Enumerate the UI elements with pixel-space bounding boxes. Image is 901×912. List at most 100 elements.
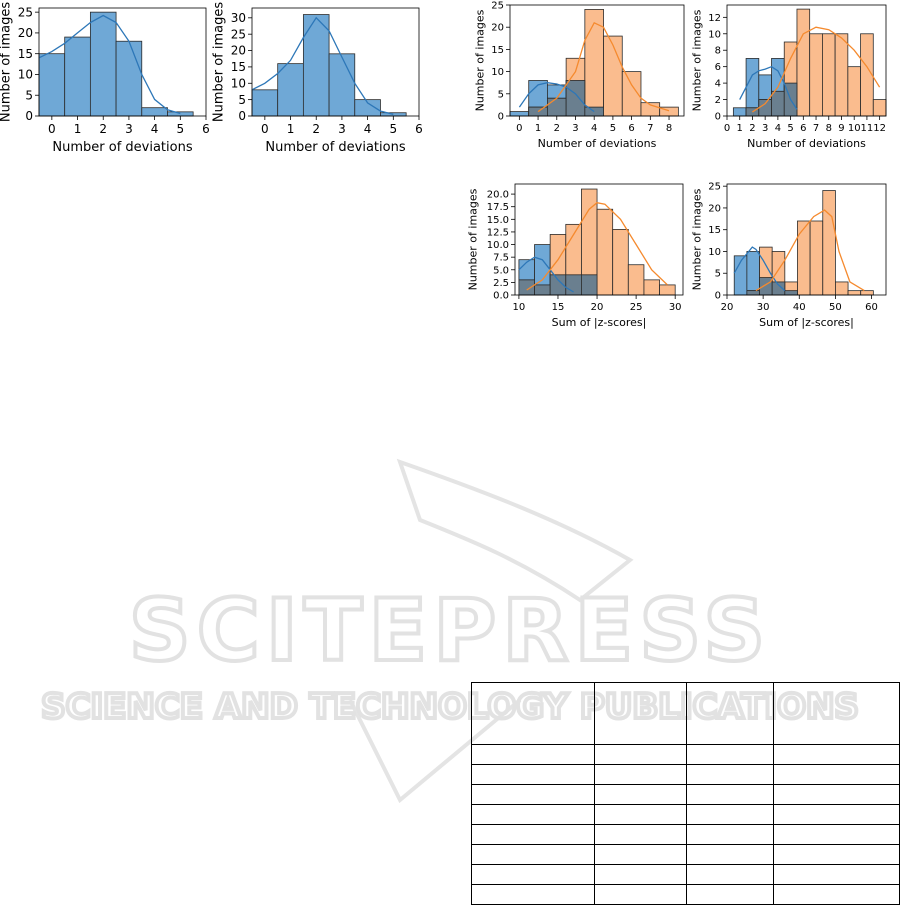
x-tick-label: 20 xyxy=(591,302,604,313)
table-cell xyxy=(773,764,900,785)
y-tick-label: 10 xyxy=(231,76,246,90)
table-row xyxy=(471,844,900,865)
y-tick-label: 5.0 xyxy=(493,265,509,276)
y-tick-label: 25 xyxy=(708,182,721,193)
table-row xyxy=(471,884,900,905)
y-axis-label: Number of images xyxy=(474,9,487,111)
table-cell xyxy=(594,864,687,885)
y-tick-label: 25 xyxy=(491,1,504,12)
x-tick-label: 3 xyxy=(572,123,578,134)
x-tick-label: 2 xyxy=(312,122,320,136)
table-cell xyxy=(773,824,900,845)
y-tick-label: 12 xyxy=(708,13,721,24)
y-tick-label: 0 xyxy=(715,112,721,123)
y-axis-label: Number of images xyxy=(691,9,704,111)
bar xyxy=(809,220,824,296)
kde-line xyxy=(739,65,798,110)
y-tick-label: 25 xyxy=(18,5,33,19)
table-cell xyxy=(471,824,595,845)
x-tick-label: 3 xyxy=(125,122,133,136)
kde-line xyxy=(537,21,670,113)
y-tick-label: 5 xyxy=(498,89,504,100)
table-cell xyxy=(686,744,774,765)
x-tick-label: 5 xyxy=(787,123,793,134)
kde-line xyxy=(752,26,881,113)
bar xyxy=(797,220,811,296)
table-cell xyxy=(594,682,687,745)
table-row xyxy=(471,682,900,745)
bar xyxy=(835,281,849,296)
x-tick-label: 0 xyxy=(261,122,269,136)
y-axis-label: Number of images xyxy=(691,188,704,290)
y-tick-label: 10 xyxy=(708,247,721,258)
y-tick-label: 2.5 xyxy=(493,278,509,289)
table-cell xyxy=(686,884,774,905)
x-tick-label: 6 xyxy=(800,123,806,134)
y-tick-label: 4 xyxy=(715,79,721,90)
y-tick-label: 10 xyxy=(491,67,504,78)
y-tick-label: 6 xyxy=(715,62,721,73)
x-tick-label: 1 xyxy=(535,123,541,134)
y-tick-label: 10 xyxy=(708,29,721,40)
y-tick-label: 17.5 xyxy=(487,202,509,213)
x-tick-label: 0 xyxy=(724,123,730,134)
y-axis-label: Number of images xyxy=(211,2,226,123)
table-cell xyxy=(594,744,687,765)
kde-line xyxy=(38,14,181,115)
table-cell xyxy=(471,884,595,905)
x-tick-label: 7 xyxy=(813,123,819,134)
x-tick-label: 6 xyxy=(202,122,210,136)
y-tick-label: 0 xyxy=(25,109,33,123)
y-axis-label: Number of images xyxy=(467,188,480,290)
x-tick-label: 4 xyxy=(364,122,372,136)
empty-table xyxy=(471,682,900,905)
y-tick-label: 10.0 xyxy=(487,240,509,251)
y-tick-label: 8 xyxy=(715,46,721,57)
bar xyxy=(328,53,356,117)
y-axis-label: Number of images xyxy=(0,2,13,123)
x-axis-label: Number of deviations xyxy=(265,140,405,155)
table-cell xyxy=(686,682,774,745)
table-cell xyxy=(686,784,774,805)
x-tick-label: 5 xyxy=(610,123,616,134)
x-tick-label: 12 xyxy=(873,123,886,134)
y-tick-label: 5 xyxy=(715,269,721,280)
bar xyxy=(822,190,836,296)
x-tick-label: 1 xyxy=(737,123,743,134)
y-tick-label: 20 xyxy=(18,26,33,40)
kde-line xyxy=(518,82,595,113)
table-cell xyxy=(471,784,595,805)
x-axis-label: Number of deviations xyxy=(747,137,866,150)
table-cell xyxy=(471,864,595,885)
y-tick-label: 15.0 xyxy=(487,215,509,226)
table-cell xyxy=(686,824,774,845)
x-tick-label: 1 xyxy=(74,122,82,136)
y-tick-label: 15 xyxy=(708,225,721,236)
y-tick-label: 12.5 xyxy=(487,227,509,238)
bar xyxy=(847,290,862,296)
y-tick-label: 20 xyxy=(231,44,246,58)
kde-line xyxy=(755,209,865,292)
y-tick-label: 5 xyxy=(238,93,246,107)
x-tick-label: 4 xyxy=(591,123,597,134)
y-tick-label: 25 xyxy=(231,27,246,41)
x-tick-label: 50 xyxy=(829,302,842,313)
y-tick-label: 20 xyxy=(491,23,504,34)
plot-frame xyxy=(38,7,207,117)
x-tick-label: 6 xyxy=(628,123,634,134)
y-tick-label: 15 xyxy=(491,45,504,56)
table-row xyxy=(471,824,900,845)
x-tick-label: 9 xyxy=(838,123,844,134)
table-cell xyxy=(773,784,900,805)
table-cell xyxy=(471,744,595,765)
y-tick-label: 7.5 xyxy=(493,253,509,264)
bar-overlap xyxy=(746,290,760,296)
x-tick-label: 30 xyxy=(757,302,770,313)
bar xyxy=(860,290,874,296)
kde-line xyxy=(733,246,786,292)
x-tick-label: 5 xyxy=(389,122,397,136)
x-tick-label: 60 xyxy=(865,302,878,313)
